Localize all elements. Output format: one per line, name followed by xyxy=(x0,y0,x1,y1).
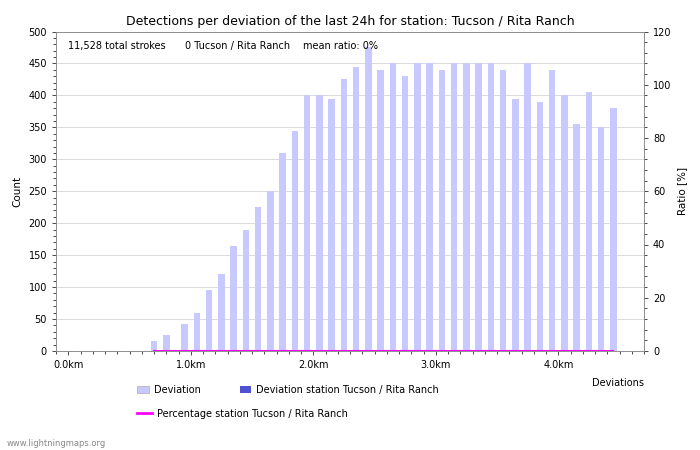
Bar xyxy=(267,191,274,351)
Bar xyxy=(451,63,458,351)
Bar xyxy=(316,95,323,351)
Bar xyxy=(255,207,262,351)
Bar xyxy=(389,63,396,351)
Legend: Percentage station Tucson / Rita Ranch: Percentage station Tucson / Rita Ranch xyxy=(137,409,348,419)
Bar xyxy=(377,70,384,351)
Bar xyxy=(279,153,286,351)
Bar xyxy=(402,76,409,351)
Bar xyxy=(598,127,605,351)
Text: www.lightningmaps.org: www.lightningmaps.org xyxy=(7,439,106,448)
Text: mean ratio: 0%: mean ratio: 0% xyxy=(303,41,378,51)
Bar xyxy=(328,99,335,351)
Bar xyxy=(291,130,298,351)
Text: Deviations: Deviations xyxy=(592,378,644,388)
Bar xyxy=(230,246,237,351)
Text: 0 Tucson / Rita Ranch: 0 Tucson / Rita Ranch xyxy=(186,41,290,51)
Bar xyxy=(353,67,360,351)
Y-axis label: Ratio [%]: Ratio [%] xyxy=(677,167,687,215)
Y-axis label: Count: Count xyxy=(13,176,23,207)
Bar xyxy=(512,99,519,351)
Bar xyxy=(365,47,372,351)
Bar xyxy=(500,70,507,351)
Bar xyxy=(610,108,617,351)
Bar xyxy=(181,324,188,351)
Bar xyxy=(218,274,225,351)
Bar xyxy=(414,63,421,351)
Bar xyxy=(438,70,445,351)
Bar xyxy=(585,92,592,351)
Bar xyxy=(304,95,311,351)
Bar xyxy=(524,63,531,351)
Bar xyxy=(150,342,158,351)
Bar xyxy=(193,313,200,351)
Bar xyxy=(536,102,543,351)
Bar xyxy=(206,290,213,351)
Bar xyxy=(426,63,433,351)
Bar xyxy=(487,63,494,351)
Title: Detections per deviation of the last 24h for station: Tucson / Rita Ranch: Detections per deviation of the last 24h… xyxy=(126,14,574,27)
Bar xyxy=(340,79,347,351)
Bar xyxy=(163,335,169,351)
Bar xyxy=(561,95,568,351)
Bar xyxy=(463,63,470,351)
Bar xyxy=(549,70,556,351)
Text: 11,528 total strokes: 11,528 total strokes xyxy=(68,41,165,51)
Bar xyxy=(242,230,249,351)
Bar xyxy=(475,63,482,351)
Bar xyxy=(573,124,580,351)
